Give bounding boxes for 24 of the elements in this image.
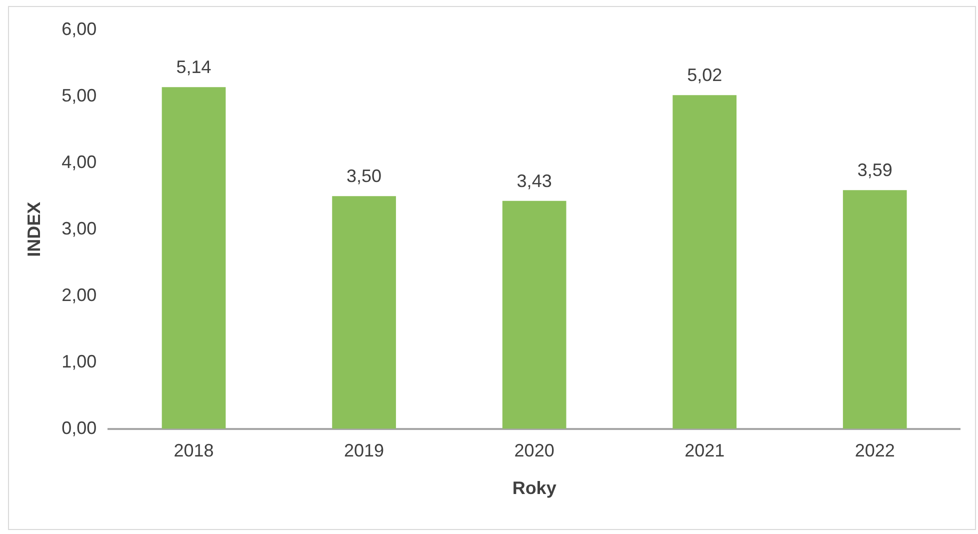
data-label: 3,59 [857, 160, 892, 180]
y-tick-label: 0,00 [62, 418, 97, 438]
data-label: 5,02 [687, 65, 722, 86]
data-label: 3,50 [346, 166, 382, 186]
x-tick-label: 2019 [344, 440, 384, 461]
data-label: 3,43 [516, 170, 552, 191]
x-axis-title: Roky [512, 478, 556, 498]
y-tick-label: 4,00 [62, 152, 97, 172]
y-tick-label: 3,00 [62, 218, 97, 238]
x-tick-label: 2018 [174, 440, 214, 461]
y-axis-title: INDEX [24, 202, 44, 257]
y-tick-label: 5,00 [62, 85, 97, 106]
data-label: 5,14 [176, 57, 212, 78]
y-tick-label: 1,00 [62, 351, 97, 372]
x-tick-label: 2022 [854, 440, 895, 461]
y-tick-label: 2,00 [62, 284, 97, 305]
x-tick-label: 2021 [684, 440, 725, 461]
bar [332, 196, 396, 429]
bar [162, 87, 226, 429]
bar [672, 95, 737, 429]
bar [502, 200, 566, 429]
x-tick-label: 2020 [514, 440, 554, 461]
y-tick-label: 6,00 [62, 18, 97, 39]
bar [842, 190, 907, 429]
